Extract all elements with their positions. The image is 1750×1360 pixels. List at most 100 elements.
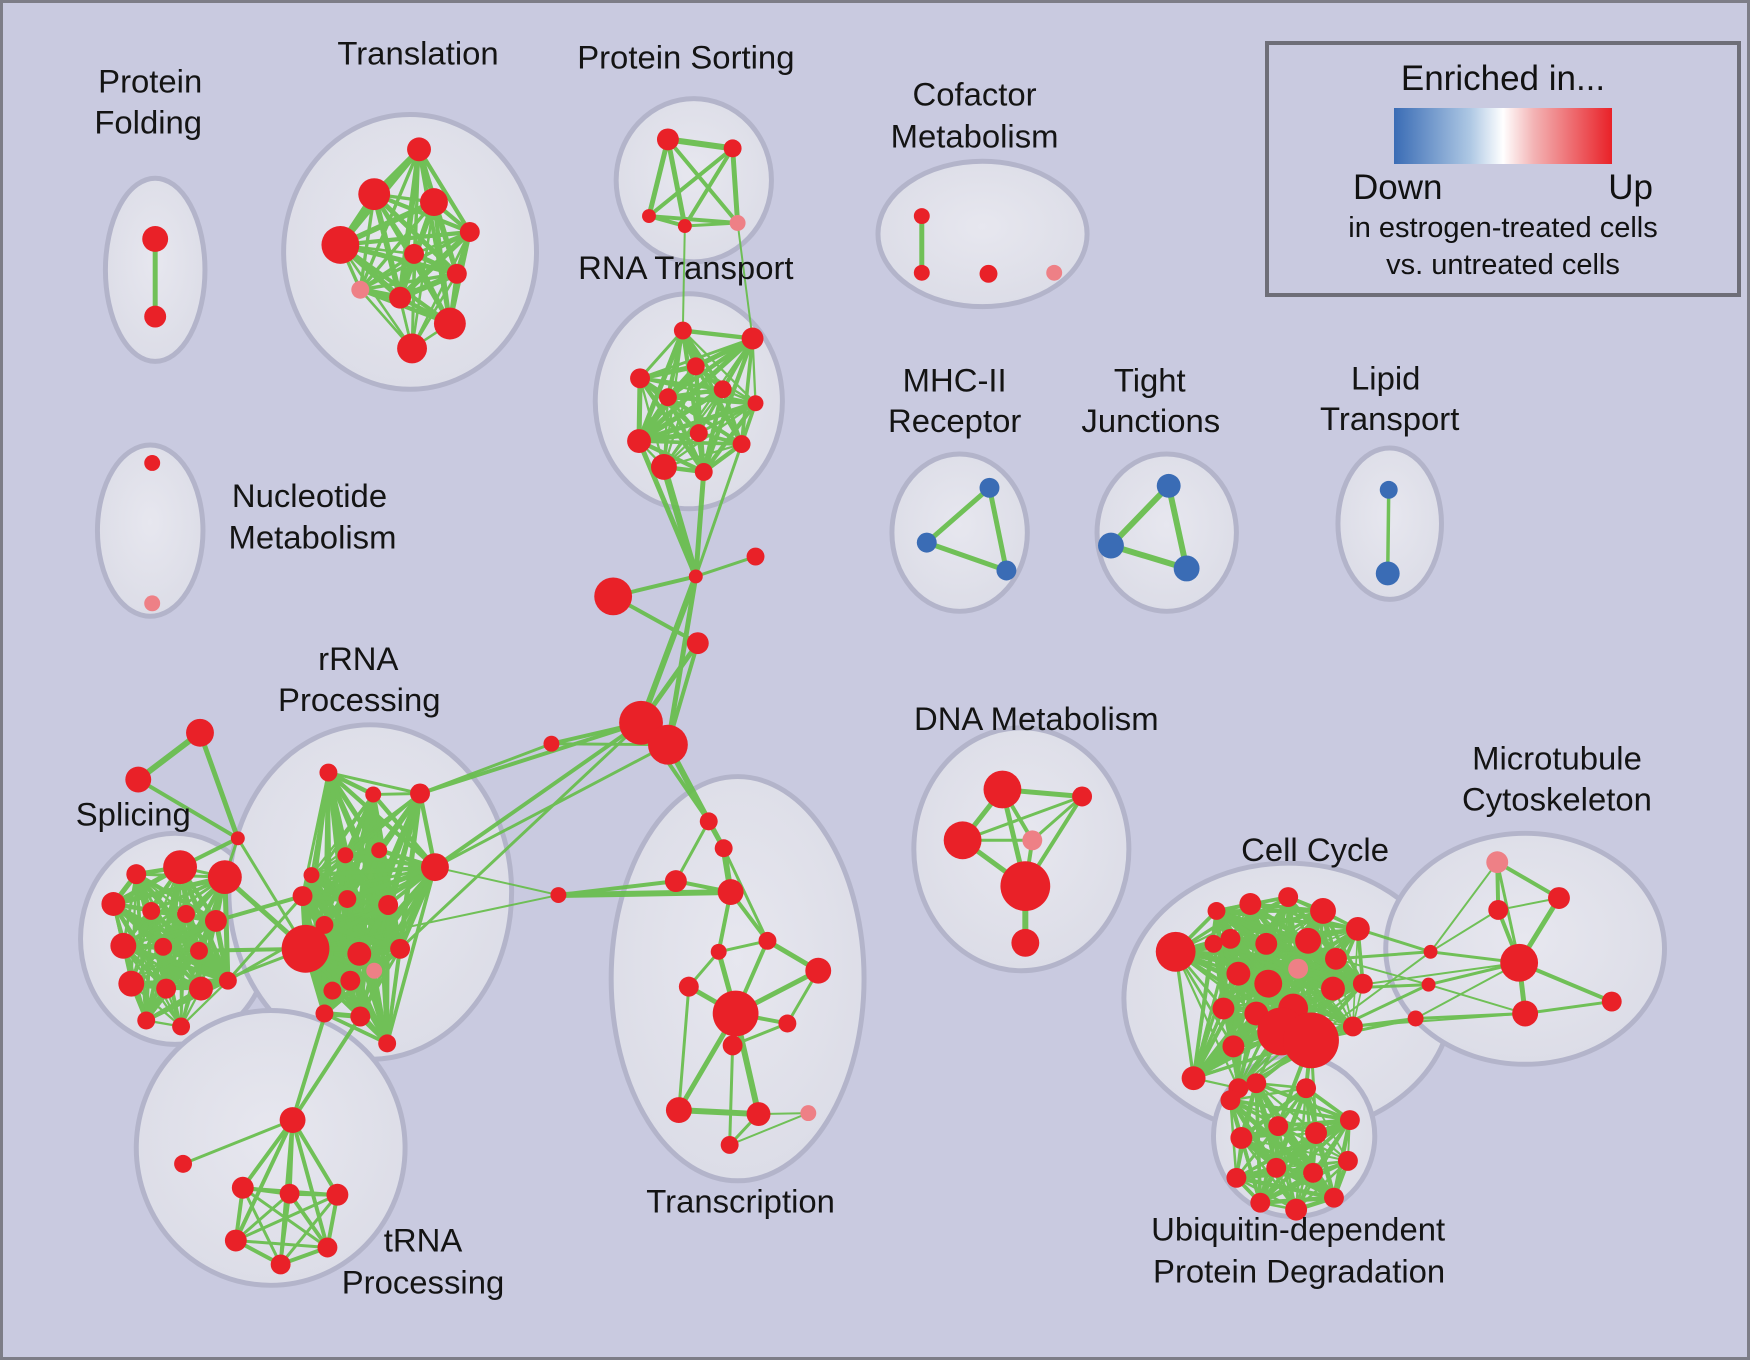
edge [694,442,744,578]
node-TN3 [279,1183,300,1204]
edge [290,1014,363,1123]
cluster-label-ubiquitin-1: Ubiquitin-dependent [1151,1211,1445,1248]
node-CC3 [1278,887,1299,907]
edge [181,1118,295,1166]
node-SP10 [190,941,208,960]
node-DN6 [1011,928,1040,957]
node-X3 [664,870,687,893]
edge [647,214,740,226]
node-UB11 [1337,1150,1358,1171]
edge [693,469,707,579]
node-X11 [778,1014,797,1033]
node-SP6 [177,905,196,923]
node-PS5 [729,215,746,231]
edge [728,1043,735,1147]
edge [322,1011,389,1046]
node-DN5 [1000,861,1051,911]
cluster-label-cofactor-metabolism-2: Metabolism [891,117,1059,154]
cluster-label-rna-transport: RNA Transport [578,249,793,286]
node-RR14 [390,938,411,959]
node-T2 [358,178,391,211]
node-UB9 [1266,1157,1287,1178]
edge [1427,983,1527,1015]
edge [1214,909,1360,931]
node-PS3 [642,209,656,224]
edge [1334,957,1430,986]
node-SP12 [156,978,177,999]
edge [1239,1086,1309,1141]
edge [213,894,305,923]
edge [309,873,390,907]
edge [432,720,644,870]
node-PS1 [656,128,679,151]
node-CC6 [1220,928,1241,949]
edge [385,865,437,1046]
legend-caption-line1: in estrogen-treated cells [1348,212,1658,244]
edge [1495,860,1561,901]
edge [1235,1124,1280,1180]
node-CF1 [913,208,930,225]
edge [398,721,643,951]
edge [556,879,678,898]
node-UB10 [1303,1162,1324,1183]
node-RR4 [371,842,388,859]
edge [144,978,230,1023]
cluster-label-lipid-transport-2: Transport [1320,400,1459,437]
edge [344,864,438,902]
edge [372,968,389,1046]
node-X15 [800,1105,817,1122]
cluster-label-protein-folding-1: Protein [98,63,202,100]
node-TJ2 [1098,532,1124,559]
node-LP2 [1375,561,1400,586]
node-RR6 [303,867,320,884]
legend-up-label: Up [1608,168,1653,207]
cluster-ellipse-tight-junctions [1094,451,1239,614]
edge [662,442,743,469]
edge [343,853,438,870]
node-M2 [1548,887,1570,909]
edge [310,792,422,877]
edge [385,946,402,1046]
edge [1107,542,1190,572]
node-X8 [805,957,832,984]
node-T6 [404,243,424,264]
edge [1258,1131,1318,1205]
node-TN5 [224,1229,247,1252]
edge [234,1192,292,1243]
edge [410,252,416,350]
edge [290,1118,330,1250]
node-H2 [648,724,688,765]
node-CC22 [1181,1066,1206,1091]
node-T9 [389,286,412,309]
cluster-label-translation: Translation [337,35,498,72]
node-MH2 [916,532,937,553]
edge [1414,961,1521,1020]
node-RR17 [366,962,383,979]
node-CC4 [1310,898,1336,924]
legend-axis-labels: Down Up [1353,168,1653,208]
node-RR20 [378,1034,397,1053]
node-X10 [712,990,759,1037]
edge [1212,942,1355,1028]
node-PF2 [144,305,167,328]
node-RR13 [347,941,372,966]
edge [722,846,769,943]
node-CF2 [913,264,930,281]
edge [1214,909,1355,1029]
edge [416,147,472,235]
edge [924,540,1009,573]
cluster-label-rrna-processing-1: rRNA [318,640,398,677]
cluster-label-microtubule-1: Microtubule [1472,740,1642,777]
node-M5 [1512,1000,1539,1027]
cluster-label-microtubule-2: Cytoskeleton [1462,780,1652,817]
node-RR2 [365,786,382,803]
node-R4 [686,357,705,376]
node-TR3 [230,831,245,846]
node-PF1 [142,226,169,252]
node-T8 [351,280,370,299]
node-R9 [627,429,651,454]
node-NU2 [144,595,161,612]
node-M6 [1601,991,1622,1012]
node-SP9 [154,937,173,956]
